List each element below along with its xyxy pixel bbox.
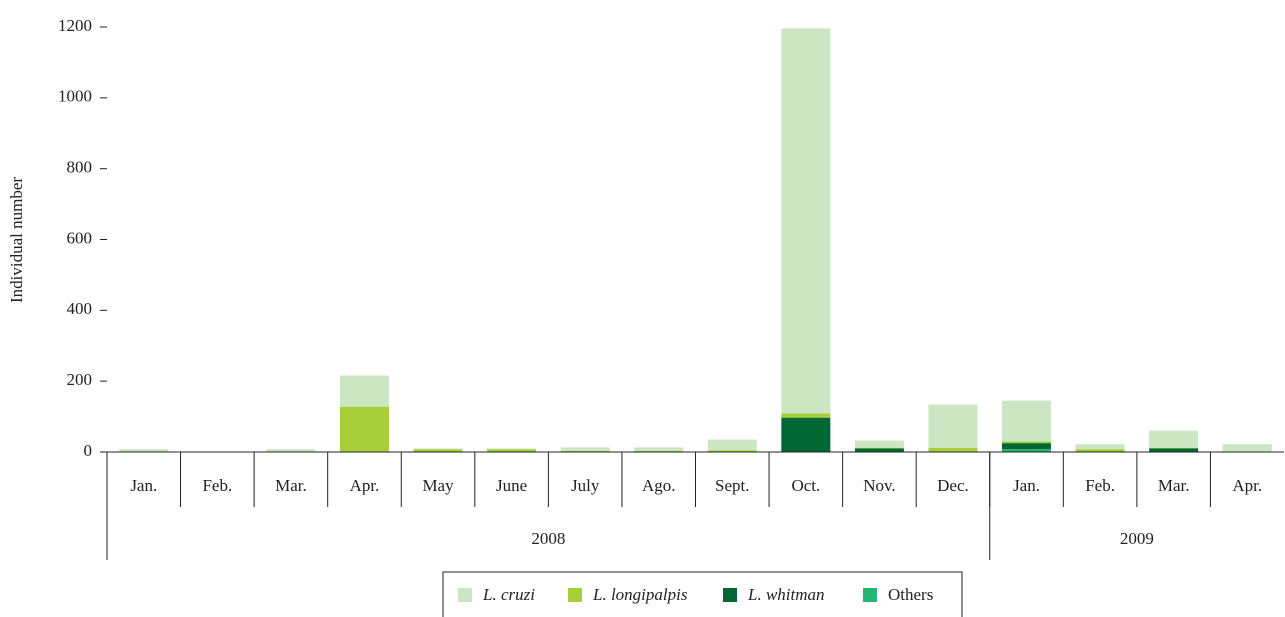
legend-label: L. cruzi xyxy=(482,585,535,604)
x-tick-label: Ago. xyxy=(642,476,676,495)
y-tick-label: 200 xyxy=(67,370,93,389)
bar-segment xyxy=(634,447,684,451)
legend-swatch xyxy=(863,588,877,602)
x-tick-label: Sept. xyxy=(715,476,749,495)
bar-segment xyxy=(781,28,831,414)
bar-segment xyxy=(119,449,169,452)
legend-label: L. whitman xyxy=(747,585,825,604)
bar-segment xyxy=(854,447,904,449)
y-tick-label: 400 xyxy=(67,299,93,318)
x-tick-label: May xyxy=(422,476,454,495)
bar-segment xyxy=(487,448,537,450)
x-tick-label: Nov. xyxy=(863,476,895,495)
x-tick-label: Feb. xyxy=(1085,476,1115,495)
bar-segment xyxy=(339,406,389,452)
bar-segment xyxy=(413,449,463,452)
legend-swatch xyxy=(458,588,472,602)
bar-segment xyxy=(1149,447,1199,449)
bar-segment xyxy=(266,449,316,452)
y-tick-label: 0 xyxy=(84,441,93,460)
bar-segment xyxy=(854,440,904,448)
bar-segment xyxy=(1149,448,1199,452)
x-tick-label: Feb. xyxy=(202,476,232,495)
legend-swatch xyxy=(723,588,737,602)
bar-segment xyxy=(634,450,684,452)
legend-label: Others xyxy=(888,585,933,604)
bar-segment xyxy=(1002,449,1052,452)
bar-segment xyxy=(781,417,831,452)
group-label: 2008 xyxy=(531,529,565,548)
bar-segment xyxy=(928,404,978,448)
y-tick-label: 1200 xyxy=(58,16,92,35)
bar-segment xyxy=(707,450,757,452)
bar-segment xyxy=(707,439,757,451)
x-tick-label: Apr. xyxy=(350,476,380,495)
x-tick-label: Mar. xyxy=(1158,476,1190,495)
bar-segment xyxy=(1002,441,1052,444)
y-tick-label: 800 xyxy=(67,158,93,177)
group-label: 2009 xyxy=(1120,529,1154,548)
bar-segment xyxy=(1075,444,1125,450)
y-axis-label: Individual number xyxy=(7,177,26,303)
x-tick-label: July xyxy=(571,476,600,495)
bar-segment xyxy=(413,448,463,450)
bar-segment xyxy=(928,447,978,452)
x-tick-label: Apr. xyxy=(1232,476,1262,495)
bar-segment xyxy=(1149,430,1199,448)
y-tick-label: 600 xyxy=(67,228,93,247)
bar-segment xyxy=(339,375,389,407)
bar-segment xyxy=(560,450,610,452)
y-tick-label: 1000 xyxy=(58,87,92,106)
x-tick-label: Jan. xyxy=(1013,476,1040,495)
legend-label: L. longipalpis xyxy=(592,585,688,604)
bar-segment xyxy=(1075,449,1125,452)
bar-segment xyxy=(781,413,831,418)
x-tick-label: Oct. xyxy=(791,476,820,495)
bar-segment xyxy=(1222,444,1272,452)
x-tick-label: Jan. xyxy=(130,476,157,495)
legend-box xyxy=(442,571,963,617)
bar-segment xyxy=(854,448,904,452)
bar-segment xyxy=(1002,443,1052,450)
x-tick-label: June xyxy=(496,476,527,495)
x-tick-label: Mar. xyxy=(275,476,307,495)
legend-swatch xyxy=(568,588,582,602)
x-tick-label: Dec. xyxy=(937,476,969,495)
bar-segment xyxy=(560,447,610,451)
bar-segment xyxy=(487,449,537,452)
bar-segment xyxy=(1002,400,1052,442)
